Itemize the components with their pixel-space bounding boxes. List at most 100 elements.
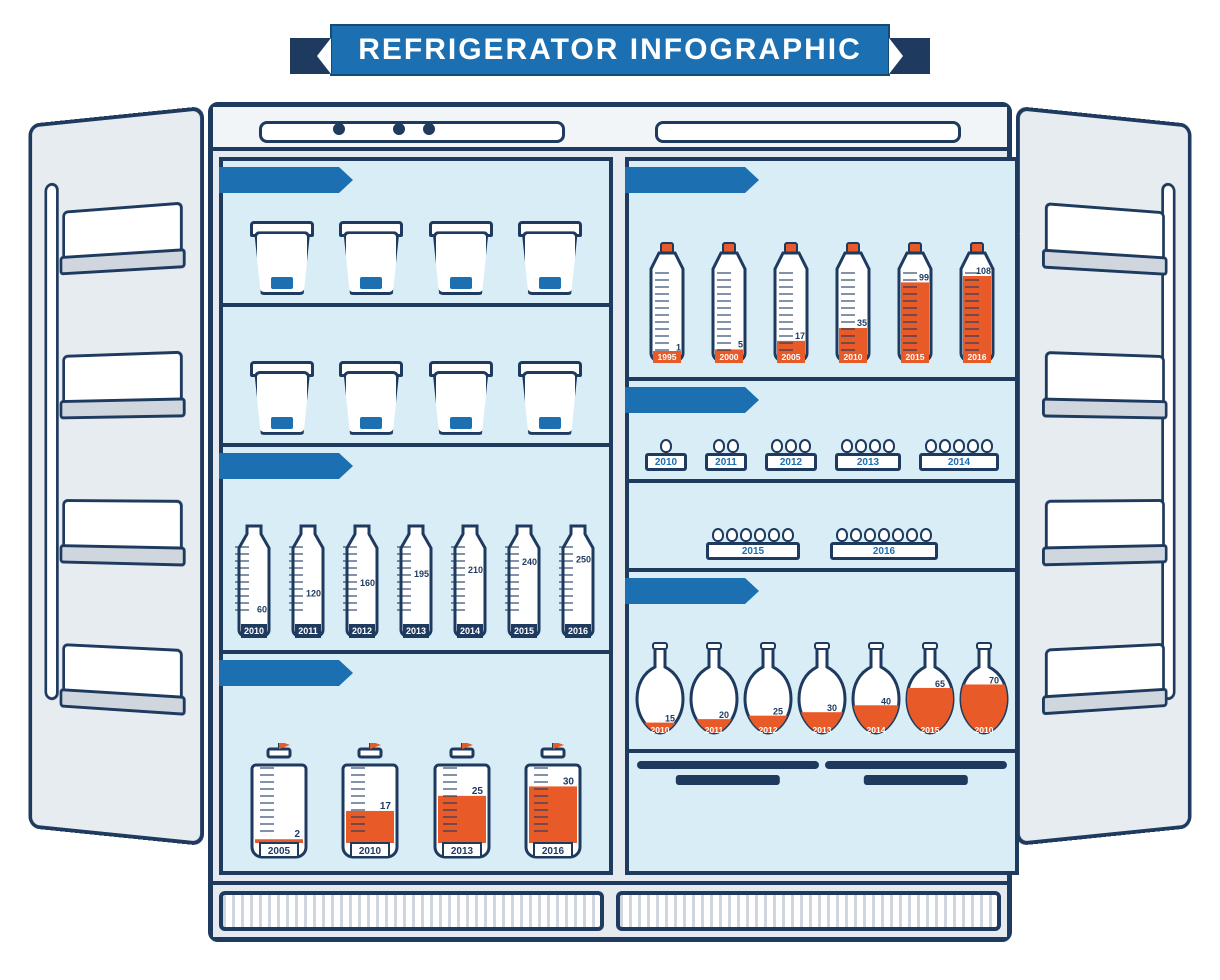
svg-text:70: 70	[989, 676, 999, 686]
drawer-left	[637, 761, 819, 769]
jar: 2013 25	[425, 743, 499, 863]
flask: 2014 40	[851, 641, 901, 741]
plastic-bottle: 2005 17	[765, 241, 817, 369]
svg-text:2015: 2015	[921, 725, 940, 735]
svg-text:160: 160	[360, 578, 375, 588]
cup-icon	[518, 355, 582, 435]
svg-text:2016: 2016	[542, 846, 565, 857]
svg-text:35: 35	[857, 318, 867, 328]
section-eggs-2: 2015 2016	[629, 483, 1015, 572]
svg-text:240: 240	[522, 557, 537, 567]
cup-icon	[250, 215, 314, 295]
door-right	[1016, 106, 1191, 846]
milk-bottle: 2013 195	[391, 522, 441, 642]
svg-text:210: 210	[468, 565, 483, 575]
jar: 2005 2	[242, 743, 316, 863]
svg-text:17: 17	[795, 331, 805, 341]
flask: 2012 25	[743, 641, 793, 741]
section-flasks: 2010 15 2011 20	[629, 572, 1015, 753]
cabinet-top-panel	[213, 107, 1007, 151]
door-shelf	[62, 351, 182, 413]
door-shelf	[62, 202, 182, 269]
egg-carton: 2016	[830, 514, 938, 560]
svg-text:25: 25	[471, 786, 483, 797]
door-shelf	[1045, 202, 1165, 269]
svg-text:30: 30	[563, 776, 575, 787]
plastic-bottle: 2000 5	[703, 241, 755, 369]
cup-icon	[339, 215, 403, 295]
egg-carton: 2010	[645, 425, 687, 471]
flask: 2013 30	[797, 641, 847, 741]
svg-text:40: 40	[881, 696, 891, 706]
flask: 2010 70	[959, 641, 1009, 741]
svg-text:5: 5	[738, 339, 743, 349]
egg-year-label: 2015	[706, 542, 800, 560]
cup-icon	[518, 215, 582, 295]
ribbon-right	[890, 38, 930, 74]
section-cups-2	[223, 307, 609, 447]
milk-bottle: 2014 210	[445, 522, 495, 642]
milk-bottle: 2016 250	[553, 522, 603, 642]
cup-icon	[250, 355, 314, 435]
egg-year-label: 2012	[765, 453, 817, 471]
egg-year-label: 2016	[830, 542, 938, 560]
svg-text:2010: 2010	[844, 352, 863, 362]
drawer-right	[825, 761, 1007, 769]
cup-icon	[429, 355, 493, 435]
milk-bottle: 2012 160	[337, 522, 387, 642]
svg-text:2013: 2013	[813, 725, 832, 735]
svg-text:2013: 2013	[450, 846, 473, 857]
vent-left	[219, 891, 604, 931]
section-flag-icon	[219, 453, 339, 479]
svg-text:2: 2	[295, 829, 301, 840]
section-flag-icon	[219, 660, 339, 686]
svg-text:1995: 1995	[658, 352, 677, 362]
svg-text:2005: 2005	[268, 846, 291, 857]
compartment-left: 2010 60 2011 120 2012 160 2013 195	[219, 157, 613, 875]
svg-text:2005: 2005	[782, 352, 801, 362]
plastic-bottle: 2015 99	[889, 241, 941, 369]
plastic-bottle: 2010 35	[827, 241, 879, 369]
svg-text:250: 250	[576, 555, 591, 565]
plastic-bottle: 2016 108	[951, 241, 1003, 369]
page-title: REFRIGERATOR INFOGRAPHIC	[330, 24, 890, 76]
vent-right	[616, 891, 1001, 931]
flask: 2015 65	[905, 641, 955, 741]
door-shelf	[1045, 351, 1165, 413]
door-shelf	[1045, 499, 1165, 559]
svg-text:2010: 2010	[244, 626, 264, 636]
svg-text:195: 195	[414, 569, 429, 579]
svg-text:2010: 2010	[975, 725, 994, 735]
door-shelf	[62, 643, 182, 708]
svg-text:2012: 2012	[759, 725, 778, 735]
egg-carton: 2015	[706, 514, 800, 560]
jar: 2010 17	[333, 743, 407, 863]
jar: 2016 30	[516, 743, 590, 863]
door-left	[29, 106, 204, 846]
egg-carton: 2012	[765, 425, 817, 471]
section-flag-icon	[625, 578, 745, 604]
section-flag-icon	[625, 387, 745, 413]
svg-text:20: 20	[719, 710, 729, 720]
refrigerator: 2010 60 2011 120 2012 160 2013 195	[40, 96, 1180, 956]
cabinet-base	[213, 881, 1007, 937]
svg-text:30: 30	[827, 703, 837, 713]
cup-icon	[429, 215, 493, 295]
section-jars: 2005 2 2010 17 2013 25	[223, 654, 609, 871]
flask: 2011 20	[689, 641, 739, 741]
svg-text:2000: 2000	[720, 352, 739, 362]
ribbon-left	[290, 38, 330, 74]
svg-text:2013: 2013	[406, 626, 426, 636]
title-banner: REFRIGERATOR INFOGRAPHIC	[290, 20, 930, 80]
egg-carton: 2011	[705, 425, 747, 471]
svg-text:60: 60	[257, 604, 267, 614]
svg-text:120: 120	[306, 589, 321, 599]
svg-text:65: 65	[935, 679, 945, 689]
cabinet: 2010 60 2011 120 2012 160 2013 195	[208, 102, 1012, 942]
svg-text:2014: 2014	[460, 626, 480, 636]
egg-carton: 2013	[835, 425, 901, 471]
section-milk: 2010 60 2011 120 2012 160 2013 195	[223, 447, 609, 654]
compartment-right: 1995 1 2000 5 2005 17 2010	[625, 157, 1019, 875]
door-shelf	[1045, 643, 1165, 708]
milk-bottle: 2011 120	[283, 522, 333, 642]
